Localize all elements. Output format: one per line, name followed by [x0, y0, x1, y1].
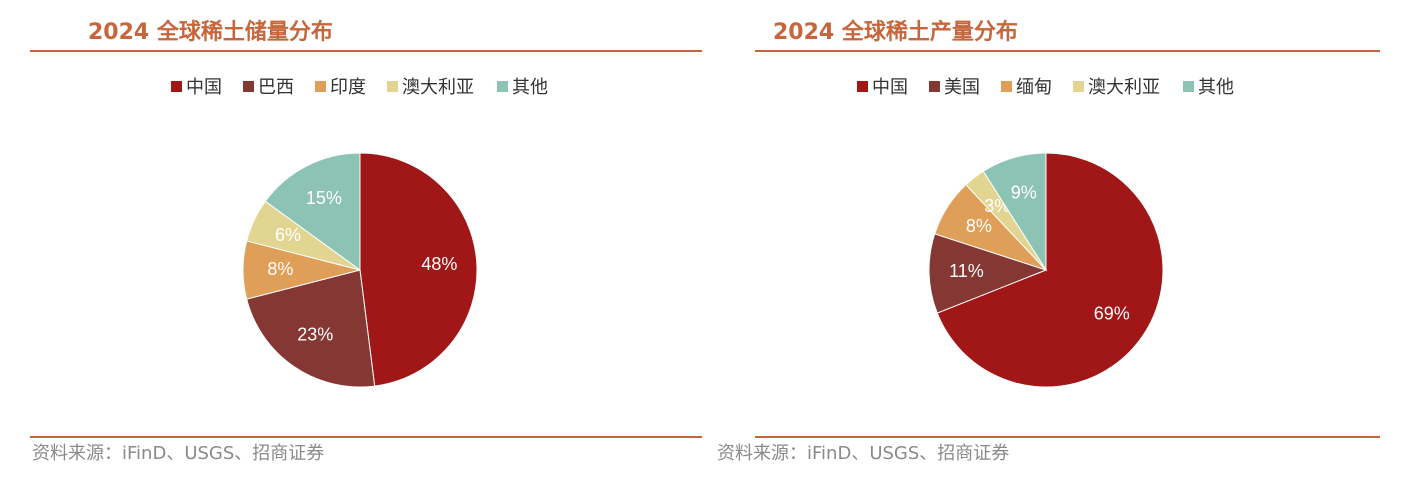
- legend-swatch: [929, 81, 940, 92]
- chart-title: 2024 全球稀土储量分布: [88, 19, 333, 45]
- data-label: 9%: [1011, 182, 1037, 202]
- legend-swatch: [171, 81, 182, 92]
- legend-label: 其他: [1198, 77, 1234, 98]
- pie-slice: [264, 152, 361, 271]
- legend-swatch: [315, 81, 326, 92]
- source-note: 资料来源：iFinD、USGS、招商证券: [32, 443, 324, 464]
- legend-swatch: [1001, 81, 1012, 92]
- data-label: 48%: [421, 254, 457, 274]
- legend-swatch: [243, 81, 254, 92]
- legend-label: 缅甸: [1016, 77, 1052, 98]
- data-label: 23%: [297, 325, 333, 345]
- pie-slice: [936, 152, 1164, 388]
- pie-slice: [928, 233, 1048, 314]
- data-label: 69%: [1094, 303, 1130, 323]
- legend-swatch: [1183, 81, 1194, 92]
- pie-slice: [246, 269, 376, 388]
- legend-label: 美国: [944, 77, 980, 98]
- legend-label: 澳大利亚: [1088, 77, 1160, 98]
- legend-label: 巴西: [258, 77, 294, 98]
- legend-label: 中国: [872, 77, 908, 98]
- legend-swatch: [1073, 81, 1084, 92]
- legend-label: 印度: [330, 77, 366, 98]
- data-label: 8%: [966, 216, 992, 236]
- legend-swatch: [857, 81, 868, 92]
- legend-label: 中国: [186, 77, 222, 98]
- legend-label: 澳大利亚: [402, 77, 474, 98]
- data-label: 15%: [306, 188, 342, 208]
- data-label: 11%: [949, 261, 984, 281]
- pie-slice: [359, 152, 478, 387]
- chart-title: 2024 全球稀土产量分布: [773, 19, 1018, 45]
- source-note: 资料来源：iFinD、USGS、招商证券: [717, 443, 1009, 464]
- pie-slice: [982, 152, 1047, 272]
- legend-swatch: [387, 81, 398, 92]
- legend-swatch: [497, 81, 508, 92]
- legend-label: 其他: [512, 77, 548, 98]
- data-label: 8%: [267, 259, 293, 279]
- data-label: 6%: [275, 225, 301, 245]
